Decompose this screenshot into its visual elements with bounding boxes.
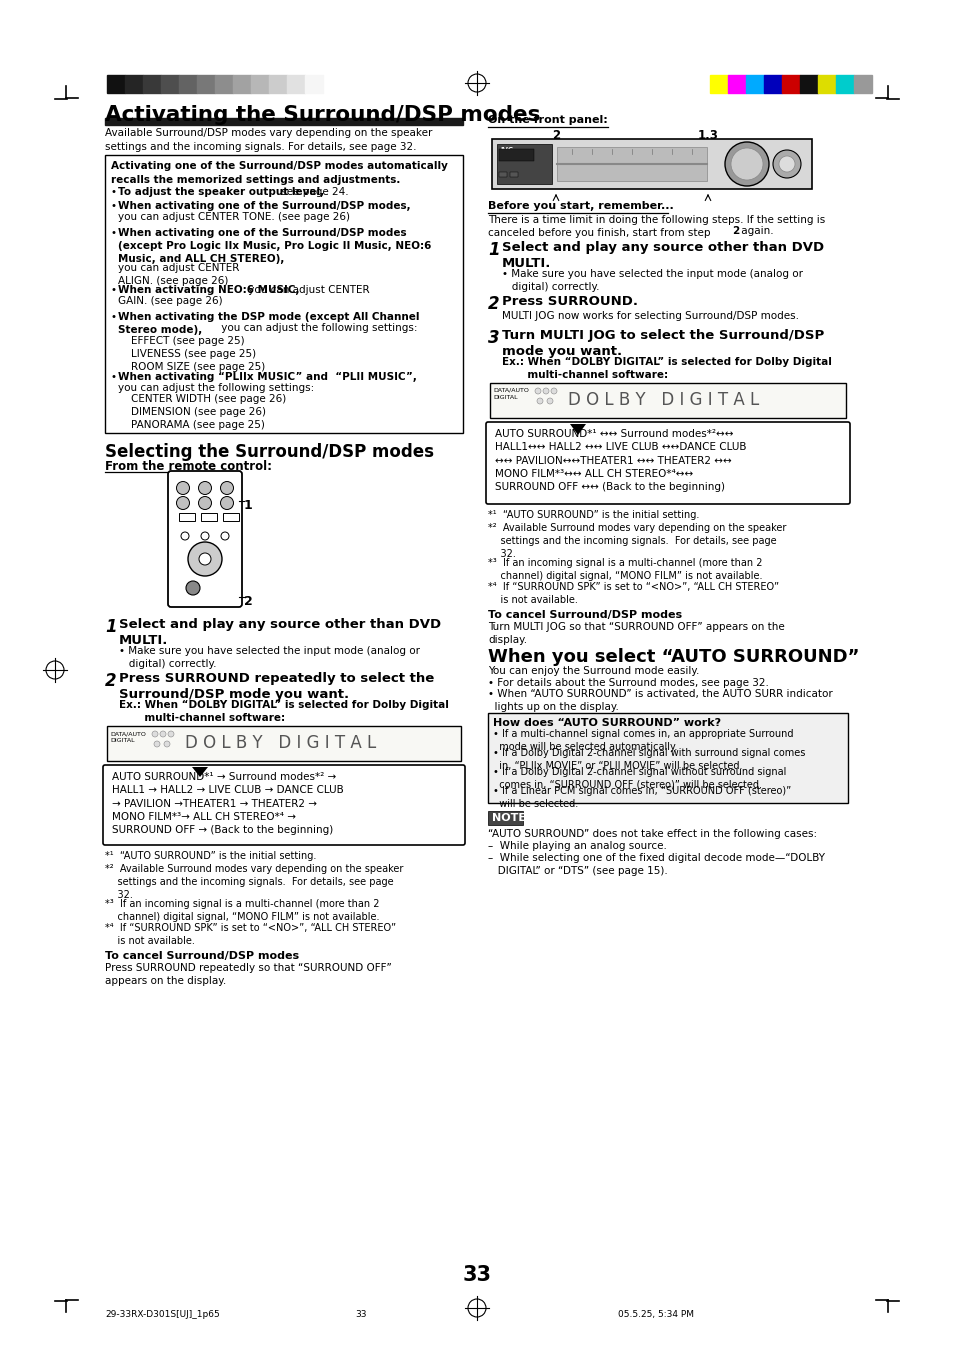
Bar xyxy=(105,118,462,124)
Circle shape xyxy=(551,388,557,394)
Bar xyxy=(179,513,194,521)
Text: *⁴  If “SURROUND SPK” is set to “<NO>”, “ALL CH STEREO”
    is not available.: *⁴ If “SURROUND SPK” is set to “<NO>”, “… xyxy=(105,923,395,946)
Text: Turn MULTI JOG to select the Surround/DSP
mode you want.: Turn MULTI JOG to select the Surround/DS… xyxy=(501,329,823,359)
Circle shape xyxy=(220,482,233,494)
Text: DIGITAL: DIGITAL xyxy=(493,395,517,400)
Text: JVC: JVC xyxy=(499,147,513,153)
Text: 2: 2 xyxy=(552,129,559,142)
Text: GAIN. (see page 26): GAIN. (see page 26) xyxy=(118,296,222,306)
Text: 3: 3 xyxy=(488,329,499,346)
Text: EFFECT (see page 25)
LIVENESS (see page 25)
ROOM SIZE (see page 25): EFFECT (see page 25) LIVENESS (see page … xyxy=(131,336,265,372)
Text: How does “AUTO SURROUND” work?: How does “AUTO SURROUND” work? xyxy=(493,718,720,728)
Circle shape xyxy=(181,532,189,540)
Bar xyxy=(125,74,143,93)
Circle shape xyxy=(542,388,548,394)
Text: 1,3: 1,3 xyxy=(697,129,718,142)
Text: On the front panel:: On the front panel: xyxy=(488,115,607,124)
Text: “AUTO SURROUND” does not take effect in the following cases:: “AUTO SURROUND” does not take effect in … xyxy=(488,829,817,839)
Text: When you select “AUTO SURROUND”: When you select “AUTO SURROUND” xyxy=(488,648,859,666)
Text: Press SURROUND repeatedly to select the
Surround/DSP mode you want.: Press SURROUND repeatedly to select the … xyxy=(119,672,434,701)
Bar xyxy=(492,139,811,189)
Text: DATA/AUTO: DATA/AUTO xyxy=(110,731,146,736)
Bar xyxy=(105,156,462,433)
Circle shape xyxy=(546,398,553,405)
Text: *²  Available Surround modes vary depending on the speaker
    settings and the : *² Available Surround modes vary dependi… xyxy=(105,865,403,900)
Bar xyxy=(727,74,745,93)
Circle shape xyxy=(199,553,211,566)
Text: 33: 33 xyxy=(355,1310,366,1319)
Circle shape xyxy=(188,543,222,576)
Text: •: • xyxy=(111,187,117,198)
Text: *³  If an incoming signal is a multi-channel (more than 2
    channel) digital s: *³ If an incoming signal is a multi-chan… xyxy=(488,557,761,582)
Text: NOTE: NOTE xyxy=(492,813,525,823)
Bar xyxy=(709,74,727,93)
Text: 1: 1 xyxy=(244,499,253,511)
Text: *¹  “AUTO SURROUND” is the initial setting.: *¹ “AUTO SURROUND” is the initial settin… xyxy=(105,851,316,861)
Circle shape xyxy=(176,497,190,510)
Text: • If a Dolby Digital 2-channel signal without surround signal
  comes in, “SURRO: • If a Dolby Digital 2-channel signal wi… xyxy=(493,767,785,790)
Text: 29-33RX-D301S[UJ]_1p65: 29-33RX-D301S[UJ]_1p65 xyxy=(105,1310,219,1319)
Text: Turn MULTI JOG so that “SURROUND OFF” appears on the
display.: Turn MULTI JOG so that “SURROUND OFF” ap… xyxy=(488,622,784,645)
Text: DATA/AUTO: DATA/AUTO xyxy=(493,388,528,392)
Text: –  While selecting one of the fixed digital decode mode—“DOLBY
   DIGITAL” or “D: – While selecting one of the fixed digit… xyxy=(488,852,824,877)
Text: To adjust the speaker output level,: To adjust the speaker output level, xyxy=(118,187,324,198)
Bar xyxy=(107,727,460,760)
Text: •: • xyxy=(111,313,117,322)
Circle shape xyxy=(221,532,229,540)
FancyBboxPatch shape xyxy=(168,471,242,607)
Circle shape xyxy=(153,741,160,747)
Text: you can adjust CENTER TONE. (see page 26): you can adjust CENTER TONE. (see page 26… xyxy=(118,212,350,222)
Circle shape xyxy=(201,532,209,540)
Bar xyxy=(287,74,305,93)
Text: D O L B Y   D I G I T A L: D O L B Y D I G I T A L xyxy=(185,733,375,752)
Bar xyxy=(305,74,323,93)
Text: • Make sure you have selected the input mode (analog or
   digital) correctly.: • Make sure you have selected the input … xyxy=(119,645,419,670)
Bar xyxy=(763,74,781,93)
Circle shape xyxy=(779,156,794,172)
Text: You can enjoy the Surround mode easily.: You can enjoy the Surround mode easily. xyxy=(488,666,699,676)
Circle shape xyxy=(535,388,540,394)
Bar xyxy=(179,74,196,93)
Text: To cancel Surround/DSP modes: To cancel Surround/DSP modes xyxy=(105,951,299,961)
Text: *²  Available Surround modes vary depending on the speaker
    settings and the : *² Available Surround modes vary dependi… xyxy=(488,524,785,559)
Text: *⁴  If “SURROUND SPK” is set to “<NO>”, “ALL CH STEREO”
    is not available.: *⁴ If “SURROUND SPK” is set to “<NO>”, “… xyxy=(488,582,779,605)
Text: • Make sure you have selected the input mode (analog or
   digital) correctly.: • Make sure you have selected the input … xyxy=(501,269,802,292)
Text: 1: 1 xyxy=(488,241,499,258)
Text: see page 24.: see page 24. xyxy=(277,187,348,198)
Text: Activating the Surround/DSP modes: Activating the Surround/DSP modes xyxy=(105,106,540,124)
Text: Press SURROUND repeatedly so that “SURROUND OFF”
appears on the display.: Press SURROUND repeatedly so that “SURRO… xyxy=(105,963,392,986)
Bar xyxy=(497,143,552,184)
Bar xyxy=(488,810,522,825)
Text: •: • xyxy=(111,202,117,211)
Text: MULTI JOG now works for selecting Surround/DSP modes.: MULTI JOG now works for selecting Surrou… xyxy=(501,311,799,321)
Text: 2: 2 xyxy=(488,295,499,313)
Text: Activating one of the Surround/DSP modes automatically
recalls the memorized set: Activating one of the Surround/DSP modes… xyxy=(111,161,447,184)
Text: • For details about the Surround modes, see page 32.: • For details about the Surround modes, … xyxy=(488,678,768,687)
Text: 2: 2 xyxy=(105,672,116,690)
Bar xyxy=(196,74,214,93)
Text: •: • xyxy=(111,285,117,295)
Text: Select and play any source other than DVD
MULTI.: Select and play any source other than DV… xyxy=(119,618,440,647)
Bar xyxy=(498,172,506,177)
Text: • If a Dolby Digital 2-channel signal with surround signal comes
  in, “PLIIx MO: • If a Dolby Digital 2-channel signal wi… xyxy=(493,748,804,771)
Text: •: • xyxy=(111,229,117,238)
Bar xyxy=(201,513,216,521)
Text: you can adjust CENTER: you can adjust CENTER xyxy=(245,285,369,295)
Text: again.: again. xyxy=(738,226,773,235)
Circle shape xyxy=(537,398,542,405)
Circle shape xyxy=(198,497,212,510)
Text: DIGITAL: DIGITAL xyxy=(110,737,134,743)
Bar xyxy=(853,74,871,93)
Text: CENTER WIDTH (see page 26)
DIMENSION (see page 26)
PANORAMA (see page 25): CENTER WIDTH (see page 26) DIMENSION (se… xyxy=(131,394,286,430)
Circle shape xyxy=(220,497,233,510)
Polygon shape xyxy=(192,767,208,777)
Text: Selecting the Surround/DSP modes: Selecting the Surround/DSP modes xyxy=(105,442,434,461)
Text: –  While playing an analog source.: – While playing an analog source. xyxy=(488,842,666,851)
Bar xyxy=(223,513,239,521)
Text: Ex.: When “DOLBY DIGITAL” is selected for Dolby Digital
       multi-channel sof: Ex.: When “DOLBY DIGITAL” is selected fo… xyxy=(501,357,831,380)
Text: Ex.: When “DOLBY DIGITAL” is selected for Dolby Digital
       multi-channel sof: Ex.: When “DOLBY DIGITAL” is selected fo… xyxy=(119,700,449,724)
Bar xyxy=(835,74,853,93)
Text: • If a multi-channel signal comes in, an appropriate Surround
  mode will be sel: • If a multi-channel signal comes in, an… xyxy=(493,729,793,752)
Text: From the remote control:: From the remote control: xyxy=(105,460,272,474)
Text: To cancel Surround/DSP modes: To cancel Surround/DSP modes xyxy=(488,610,681,620)
